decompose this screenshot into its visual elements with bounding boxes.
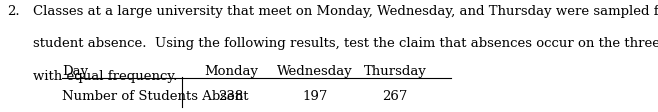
Text: Wednesday: Wednesday bbox=[278, 65, 353, 78]
Text: 2.: 2. bbox=[7, 5, 20, 18]
Text: Thursday: Thursday bbox=[363, 65, 426, 78]
Text: Classes at a large university that meet on Monday, Wednesday, and Thursday were : Classes at a large university that meet … bbox=[34, 5, 658, 18]
Text: 197: 197 bbox=[303, 90, 328, 103]
Text: with equal frequency.: with equal frequency. bbox=[34, 70, 178, 83]
Text: Day: Day bbox=[63, 65, 88, 78]
Text: student absence.  Using the following results, test the claim that absences occu: student absence. Using the following res… bbox=[34, 37, 658, 50]
Text: Monday: Monday bbox=[204, 65, 258, 78]
Text: Number of Students Absent: Number of Students Absent bbox=[63, 90, 249, 103]
Text: 238: 238 bbox=[218, 90, 243, 103]
Text: 267: 267 bbox=[382, 90, 407, 103]
